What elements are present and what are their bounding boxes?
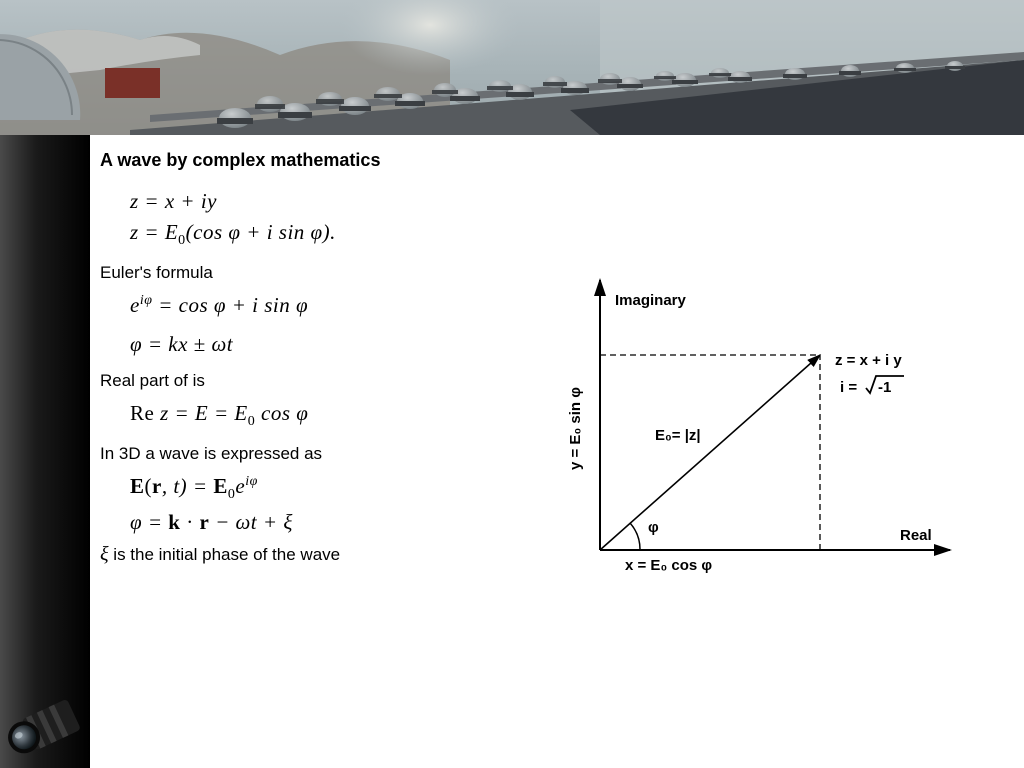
- label-y-proj: y = E₀ sin φ: [567, 387, 584, 470]
- equation-z-cossin: z = E0(cos φ + i sin φ).: [130, 220, 1000, 249]
- sidebar: [0, 135, 90, 768]
- equation-z-xy: z = x + iy: [130, 189, 1000, 214]
- label-x-proj: x = E₀ cos φ: [625, 557, 712, 574]
- phasor-vector: [600, 355, 820, 550]
- angle-arc: [630, 523, 640, 550]
- label-i-sqrt: i = -1: [840, 376, 904, 396]
- complex-plane-diagram: φ Imaginary Real z = x + i y i = -1 E₀= …: [520, 270, 980, 590]
- header-banner: [0, 0, 1024, 135]
- slide-content: A wave by complex mathematics z = x + iy…: [100, 150, 1000, 760]
- svg-text:i =: i =: [840, 379, 857, 396]
- label-real: Real: [900, 527, 932, 544]
- label-z-eq: z = x + i y: [835, 352, 902, 369]
- label-e0-mag: E₀= |z|: [655, 427, 701, 444]
- camera-lens-icon: [2, 693, 87, 763]
- label-imaginary: Imaginary: [615, 292, 687, 309]
- svg-text:-1: -1: [878, 379, 891, 396]
- angle-label: φ: [648, 519, 659, 536]
- slide-title: A wave by complex mathematics: [100, 150, 1000, 171]
